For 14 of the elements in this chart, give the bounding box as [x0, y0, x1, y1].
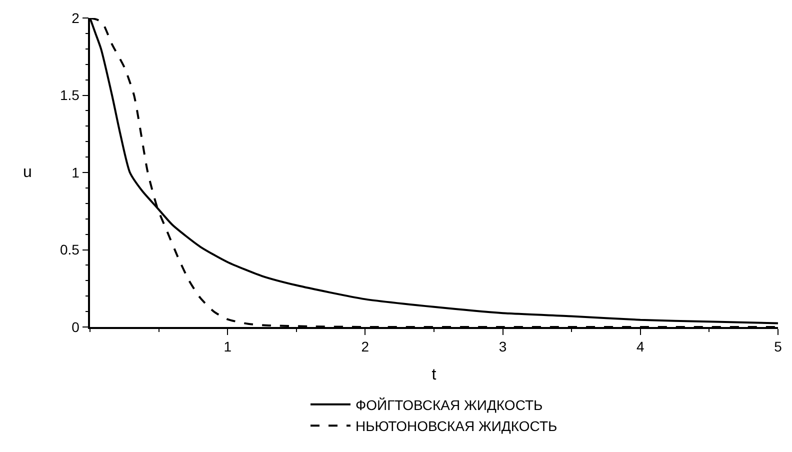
y-tick-label: 1.5	[60, 87, 80, 104]
legend-label: НЬЮТОНОВСКАЯ ЖИДКОСТЬ	[356, 418, 558, 434]
x-axis-title: t	[432, 366, 437, 384]
x-tick-label: 1	[224, 338, 232, 355]
y-tick-label: 2	[72, 10, 80, 26]
x-tick-label: 3	[498, 338, 507, 355]
x-tick-label: 5	[774, 338, 782, 355]
y-tick-label: 1	[72, 164, 80, 180]
x-tick-label: 4	[636, 338, 644, 355]
y-tick-label: 0	[72, 318, 80, 335]
y-tick-label: 0.5	[60, 242, 80, 258]
legend-label: ФОЙГТОВСКАЯ ЖИДКОСТЬ	[356, 396, 543, 413]
y-axis-title: u	[23, 164, 32, 181]
x-tick-label: 2	[361, 338, 370, 355]
